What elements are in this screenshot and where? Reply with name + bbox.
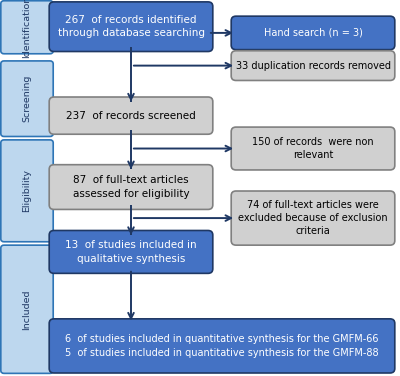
Text: Hand search (n = 3): Hand search (n = 3) bbox=[264, 28, 362, 38]
Text: Screening: Screening bbox=[22, 75, 32, 122]
FancyBboxPatch shape bbox=[231, 51, 395, 80]
Text: Included: Included bbox=[22, 289, 32, 329]
Text: 13  of studies included in
qualitative synthesis: 13 of studies included in qualitative sy… bbox=[65, 240, 197, 264]
Text: Eligibility: Eligibility bbox=[22, 169, 32, 212]
FancyBboxPatch shape bbox=[1, 1, 53, 54]
FancyBboxPatch shape bbox=[49, 230, 213, 273]
Text: 74 of full-text articles were
excluded because of exclusion
criteria: 74 of full-text articles were excluded b… bbox=[238, 200, 388, 236]
Text: 87  of full-text articles
assessed for eligibility: 87 of full-text articles assessed for el… bbox=[73, 176, 189, 199]
FancyBboxPatch shape bbox=[49, 97, 213, 134]
FancyBboxPatch shape bbox=[49, 319, 395, 373]
FancyBboxPatch shape bbox=[1, 245, 53, 373]
FancyBboxPatch shape bbox=[49, 165, 213, 209]
Text: 237  of records screened: 237 of records screened bbox=[66, 111, 196, 121]
FancyBboxPatch shape bbox=[231, 191, 395, 245]
Text: 267  of records identified
through database searching: 267 of records identified through databa… bbox=[58, 15, 204, 38]
FancyBboxPatch shape bbox=[231, 16, 395, 50]
FancyBboxPatch shape bbox=[231, 127, 395, 170]
Text: Identification: Identification bbox=[22, 0, 32, 58]
FancyBboxPatch shape bbox=[1, 140, 53, 242]
FancyBboxPatch shape bbox=[1, 61, 53, 136]
Text: 150 of records  were non
relevant: 150 of records were non relevant bbox=[252, 137, 374, 160]
Text: 33 duplication records removed: 33 duplication records removed bbox=[236, 61, 390, 71]
Text: 6  of studies included in quantitative synthesis for the GMFM-66
5  of studies i: 6 of studies included in quantitative sy… bbox=[65, 334, 379, 358]
FancyBboxPatch shape bbox=[49, 2, 213, 52]
